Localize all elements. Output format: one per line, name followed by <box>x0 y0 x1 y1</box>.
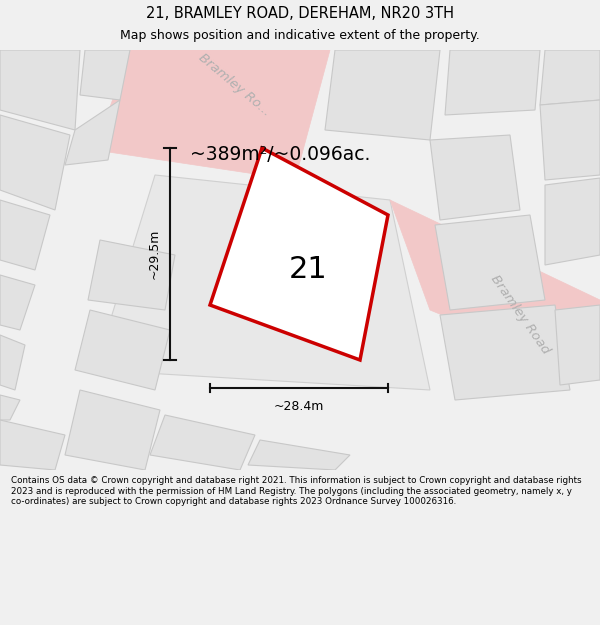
Polygon shape <box>445 50 540 115</box>
Polygon shape <box>0 395 20 420</box>
Polygon shape <box>0 200 50 270</box>
Text: Contains OS data © Crown copyright and database right 2021. This information is : Contains OS data © Crown copyright and d… <box>11 476 581 506</box>
Polygon shape <box>248 440 350 470</box>
Polygon shape <box>75 310 170 390</box>
Polygon shape <box>545 178 600 265</box>
Polygon shape <box>0 420 65 470</box>
Polygon shape <box>540 50 600 105</box>
Polygon shape <box>210 148 388 360</box>
Polygon shape <box>0 275 35 330</box>
Text: Bramley Ro...: Bramley Ro... <box>196 51 274 119</box>
Text: 21: 21 <box>289 256 328 284</box>
Polygon shape <box>435 215 545 310</box>
Text: ~28.4m: ~28.4m <box>274 399 324 412</box>
Polygon shape <box>540 100 600 180</box>
Text: ~29.5m: ~29.5m <box>148 229 161 279</box>
Polygon shape <box>80 50 130 100</box>
Polygon shape <box>150 415 255 470</box>
Polygon shape <box>0 50 80 130</box>
Polygon shape <box>65 100 120 165</box>
Polygon shape <box>430 135 520 220</box>
Text: Map shows position and indicative extent of the property.: Map shows position and indicative extent… <box>120 29 480 42</box>
Text: Bramley Road: Bramley Road <box>488 273 552 357</box>
Polygon shape <box>65 390 160 470</box>
Polygon shape <box>0 115 70 210</box>
Polygon shape <box>325 50 440 140</box>
Polygon shape <box>390 200 600 380</box>
Polygon shape <box>555 305 600 385</box>
Polygon shape <box>88 240 175 310</box>
Text: ~389m²/~0.096ac.: ~389m²/~0.096ac. <box>190 146 370 164</box>
Polygon shape <box>95 175 430 390</box>
Polygon shape <box>440 305 570 400</box>
Polygon shape <box>0 335 25 390</box>
Polygon shape <box>95 50 330 180</box>
Text: 21, BRAMLEY ROAD, DEREHAM, NR20 3TH: 21, BRAMLEY ROAD, DEREHAM, NR20 3TH <box>146 6 454 21</box>
